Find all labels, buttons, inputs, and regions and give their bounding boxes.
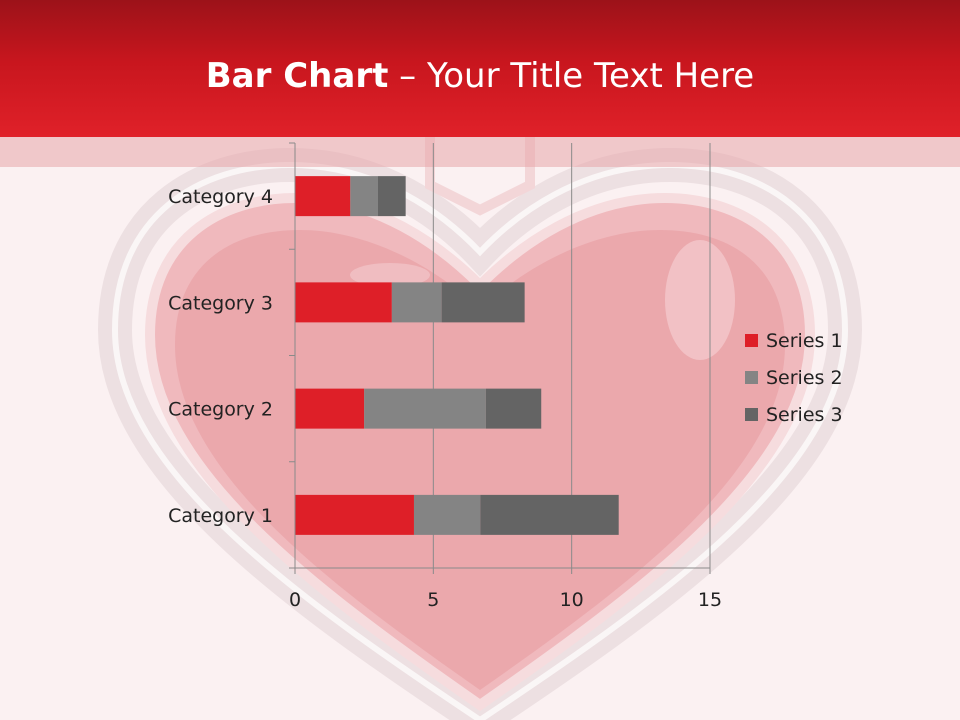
x-tick-label-10: 10	[560, 589, 584, 611]
legend-swatch-series-1	[745, 334, 758, 347]
bar-2-series-3	[485, 388, 542, 429]
legend-item-series-2: Series 2	[745, 359, 843, 396]
bar-1-series-1	[295, 494, 414, 535]
x-tick-label-15: 15	[698, 589, 722, 611]
slide-title-bold: Bar Chart	[205, 56, 389, 96]
chart-legend: Series 1 Series 2 Series 3	[745, 322, 843, 433]
bar-1-series-2	[413, 494, 481, 535]
bar-4-series-1	[295, 176, 351, 217]
bar-3-series-2	[391, 282, 442, 323]
bar-2-series-2	[364, 388, 486, 429]
header-bar	[0, 0, 960, 137]
y-category-label-1: Category 1	[168, 505, 273, 527]
legend-label-series-3: Series 3	[766, 403, 843, 426]
x-tick-label-0: 0	[289, 589, 301, 611]
x-tick-label-5: 5	[427, 589, 439, 611]
slide-title-rest: – Your Title Text Here	[388, 56, 755, 96]
legend-swatch-series-3	[745, 408, 758, 421]
y-category-label-3: Category 3	[168, 292, 273, 314]
bar-3-series-1	[295, 282, 392, 323]
slide-title: Bar Chart – Your Title Text Here	[0, 52, 960, 100]
legend-label-series-2: Series 2	[766, 366, 843, 389]
legend-item-series-1: Series 1	[745, 322, 843, 359]
bar-4-series-3	[378, 176, 406, 217]
bar-3-series-3	[441, 282, 525, 323]
y-category-label-2: Category 2	[168, 399, 273, 421]
bar-2-series-1	[295, 388, 365, 429]
legend-swatch-series-2	[745, 371, 758, 384]
legend-item-series-3: Series 3	[745, 396, 843, 433]
bar-1-series-3	[480, 494, 619, 535]
legend-label-series-1: Series 1	[766, 329, 843, 352]
header-strip	[0, 137, 960, 167]
bar-4-series-2	[350, 176, 378, 217]
y-category-label-4: Category 4	[168, 186, 273, 208]
